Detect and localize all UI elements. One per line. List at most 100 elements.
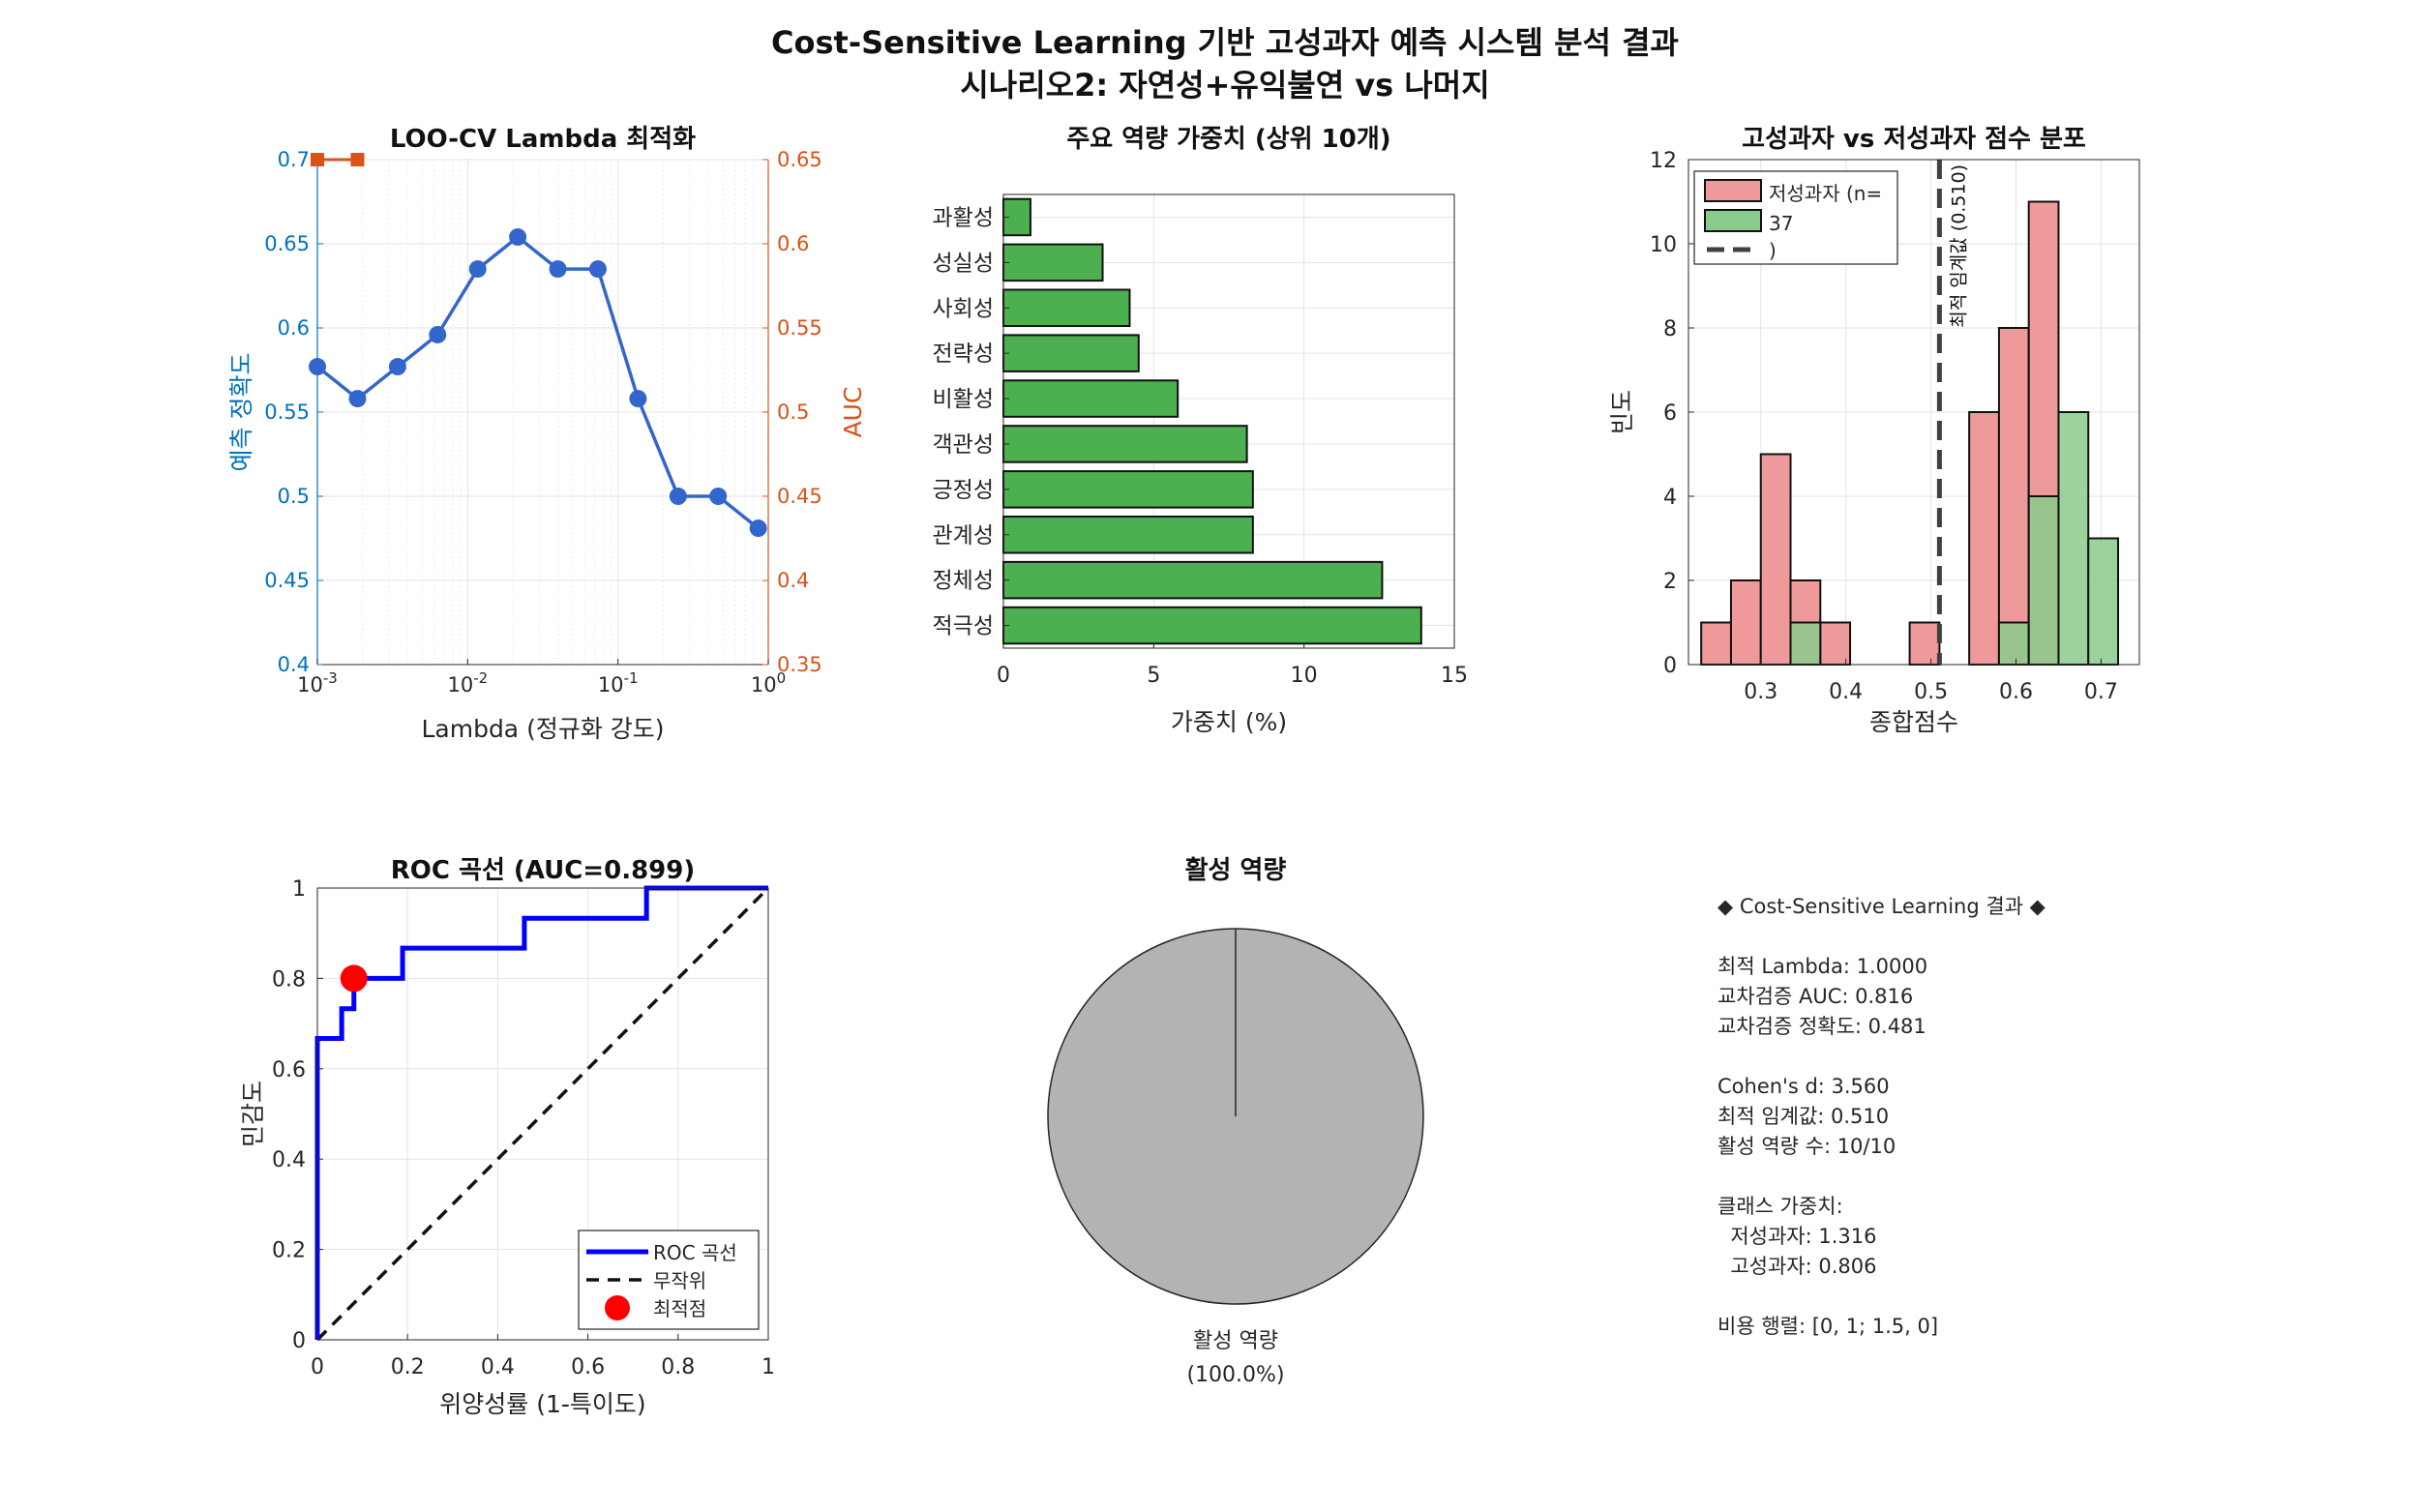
weight-bar [1002,515,1254,554]
legend-swatch-high [1704,209,1762,232]
low-performer-bar [1997,327,2030,666]
pie-chart-panel: 활성 역량 (100.0%) 활성 역량 [1047,856,1424,1387]
y-tick-label: 2 [1663,570,1677,594]
high-performer-bar [2027,495,2060,666]
category-label: 전략성 [933,341,994,367]
x-tick-label: 10-1 [598,669,639,697]
summary-line-15: 비용 행렬: [0, 1; 1.5, 0] [1717,1315,1938,1338]
axes-box [1002,193,1455,649]
figure-title-line1: Cost-Sensitive Learning 기반 고성과자 예측 시스템 분… [771,24,1679,61]
lambda-y-label: 예측 정확도 [227,353,255,472]
y-tick-label-left: 0.5 [278,485,310,508]
accuracy-point [509,228,527,247]
x-tick-label: 0.5 [1914,680,1948,704]
roc-chart-title: ROC 곡선 (AUC=0.899) [391,856,695,885]
summary-line-3: 최적 Lambda: 1.0000 [1717,955,1927,978]
low-performer-bar [1819,621,1852,666]
summary-line-7: Cohen's d: 3.560 [1717,1075,1890,1098]
legend-swatch-low [1704,179,1762,202]
x-tick-label: 0.4 [1829,680,1863,704]
y-tick-label-right: 0.6 [777,232,809,255]
accuracy-point [429,325,447,343]
category-label: 성실성 [933,251,994,276]
y-tick-label: 6 [1663,401,1677,426]
summary-line-12: 저성과자: 1.316 [1717,1225,1877,1248]
x-tick-label: 10 [1291,664,1318,688]
figure-title-line2: 시나리오2: 자연성+유익불연 vs 나머지 [960,67,1489,104]
accuracy-point [669,488,687,505]
summary-line-8: 최적 임계값: 0.510 [1717,1105,1889,1128]
legend-label-threshold: ) [1769,239,1777,262]
accuracy-point [549,260,567,279]
legend-label-optimal: 최적점 [653,1297,706,1320]
weight-bar [1002,379,1180,418]
summary-line-9: 활성 역량 수: 10/10 [1717,1135,1896,1158]
score-histogram-panel: 최적 임계값 (0.510) 0.3 0.4 0.5 0.6 0.7 0 2 4 6 8 10 12 저성… [1608,125,2140,736]
accuracy-point [348,390,367,408]
hist-chart-title: 고성과자 vs 저성과자 점수 분포 [1742,125,2086,154]
x-tick-label: 1 [762,1355,775,1379]
y-tick-label: 10 [1650,233,1677,257]
category-label: 적극성 [933,614,994,639]
x-tick-exponent: -2 [473,669,488,687]
x-tick-exponent: 0 [777,669,787,687]
accuracy-point [709,488,728,505]
roc-chart-panel: 0 0.2 0.4 0.6 0.8 1 0 0.2 0.4 0.6 0.8 1 ROC 곡선무작위최적점… [239,856,775,1418]
accuracy-point [309,358,326,376]
y-tick-label: 0 [292,1329,306,1353]
high-performer-bar [1789,621,1822,666]
x-tick-label: 10-2 [447,669,488,697]
hist-y-label: 빈도 [1608,390,1636,434]
x-tick-label: 0.6 [571,1355,605,1379]
y-tick-label: 0.4 [272,1148,306,1172]
y-tick-label: 12 [1650,149,1677,173]
summary-line-4: 교차검증 AUC: 0.816 [1717,985,1913,1008]
category-label: 관계성 [933,523,994,548]
pie-slice-label: 활성 역량 [1193,1329,1278,1353]
x-tick-exponent: -1 [624,669,639,687]
x-tick-label: 0.3 [1744,680,1777,704]
category-label: 긍정성 [933,478,994,503]
high-performer-bar [2057,411,2090,666]
high-performer-bar [1997,621,2030,666]
low-performer-bar [1700,621,1732,666]
lambda-chart-title: LOO-CV Lambda 최적화 [390,125,696,154]
weights-chart-title: 주요 역량 가중치 (상위 10개) [1066,125,1390,154]
accuracy-point [749,519,767,538]
low-performer-bar [1908,621,1941,666]
accuracy-point [388,358,406,376]
weight-bar [1002,425,1248,463]
pie-slice-percent: (100.0%) [1186,1363,1284,1387]
accuracy-point [588,260,607,279]
category-label: 과활성 [933,205,994,230]
optimal-point [340,964,368,993]
y-tick-label-left: 0.4 [278,653,310,676]
auc-point [311,153,324,166]
axes-box [316,887,769,1341]
weight-bar [1002,560,1384,600]
roc-x-label: 위양성률 (1-특이도) [439,1390,645,1418]
y-tick-label-left: 0.45 [264,569,310,592]
legend-label-high: 37 [1769,212,1793,235]
x-tick-label: 5 [1147,664,1160,688]
category-label: 사회성 [933,296,994,321]
y-tick-label-right: 0.65 [777,148,822,171]
x-tick-label: 0.6 [1999,680,2033,704]
x-tick-label: 15 [1441,664,1468,688]
legend-label-random: 무작위 [653,1269,706,1292]
y-tick-label-right: 0.4 [777,569,809,592]
accuracy-point [468,260,487,279]
x-tick-label: 0.7 [2084,680,2118,704]
y-tick-label-left: 0.65 [264,232,310,255]
summary-text-panel: ◆ Cost-Sensitive Learning 결과 ◆ 최적 Lambda… [1717,895,2046,1338]
y-tick-label: 0.6 [272,1058,306,1082]
category-label: 정체성 [933,569,994,594]
y-tick-label-right: 0.35 [777,653,822,676]
auc-point [350,153,365,166]
x-tick-label: 0.2 [391,1355,425,1379]
y-tick-label: 0 [1663,654,1677,678]
y-tick-label: 0.2 [272,1239,306,1263]
weight-bar [1002,243,1104,282]
